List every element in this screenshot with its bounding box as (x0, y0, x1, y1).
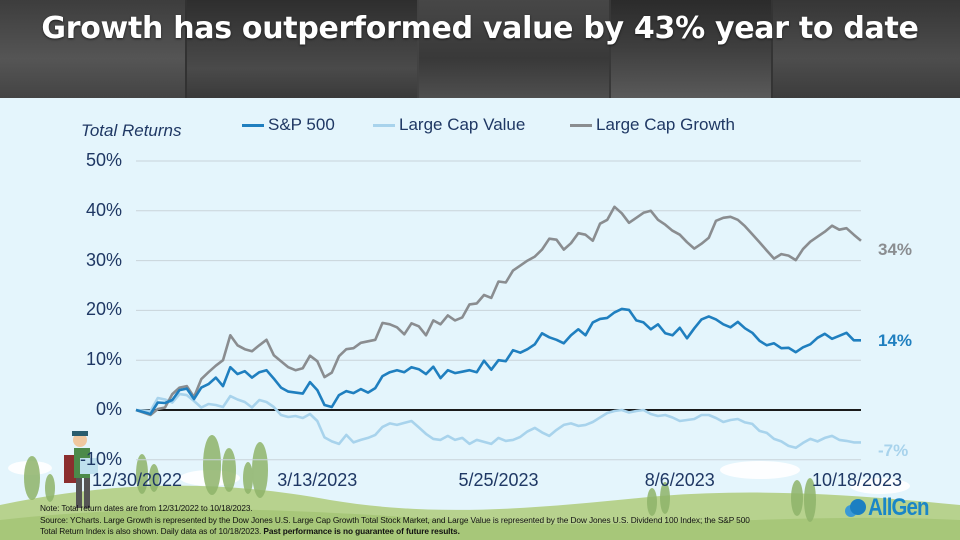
y-tick-label: 10% (85, 349, 122, 370)
legend-item-sp500: S&P 500 (242, 115, 335, 135)
legend-swatch-value (373, 123, 395, 127)
x-tick-label: 5/25/2023 (458, 470, 539, 490)
y-axis-title: Total Returns (81, 121, 182, 140)
header-photo (0, 0, 185, 98)
x-tick-label: 12/30/2022 (91, 470, 183, 490)
y-tick-label: 0% (95, 399, 122, 419)
page-title: Growth has outperformed value by 43% yea… (41, 11, 919, 46)
logo-text: AllGen (868, 494, 929, 521)
series-line-sp500 (135, 307, 861, 416)
header-photo (611, 0, 771, 98)
header-photo (419, 0, 609, 98)
end-label-value: -7% (878, 441, 909, 460)
end-label-growth: 34% (878, 240, 913, 259)
y-tick-label: 20% (85, 299, 122, 320)
footnote-disclaimer-text: Total Return Index is also shown. Daily … (40, 526, 264, 536)
footnote-disclaimer: Total Return Index is also shown. Daily … (40, 526, 750, 538)
hiker-illustration (64, 431, 98, 508)
legend-label-sp500: S&P 500 (268, 115, 335, 134)
y-tick-label: 50% (85, 150, 122, 170)
header-photo (187, 0, 417, 98)
footnotes: Note: Total return dates are from 12/31/… (40, 503, 750, 538)
y-tick-label: 40% (85, 199, 122, 220)
end-label-sp500: 14% (878, 331, 913, 350)
x-tick-label: 3/13/2023 (277, 470, 358, 490)
legend-item-value: Large Cap Value (373, 115, 525, 135)
y-tick-label: 30% (85, 249, 122, 270)
legend-swatch-sp500 (242, 123, 264, 127)
series-line-growth (135, 205, 862, 417)
legend-label-value: Large Cap Value (399, 115, 526, 134)
footnote-disclaimer-bold: Past performance is no guarantee of futu… (263, 526, 460, 536)
cloud-logo-icon (845, 499, 866, 517)
legend-label-growth: Large Cap Growth (596, 115, 735, 134)
legend-swatch-growth (570, 123, 592, 127)
header-banner: Growth has outperformed value by 43% yea… (0, 0, 960, 98)
landscape-background (0, 431, 960, 540)
y-tick-label: -10% (79, 448, 122, 469)
footnote-note: Note: Total return dates are from 12/31/… (40, 503, 253, 513)
x-tick-label: 8/6/2023 (644, 470, 715, 490)
header-photo (773, 0, 960, 98)
allgen-logo: AllGen (842, 494, 939, 522)
x-tick-label: 10/18/2023 (811, 470, 903, 490)
legend-item-growth: Large Cap Growth (570, 115, 735, 135)
footnote-source: Source: YCharts. Large Growth is represe… (40, 514, 750, 525)
series-line-value (135, 392, 861, 450)
